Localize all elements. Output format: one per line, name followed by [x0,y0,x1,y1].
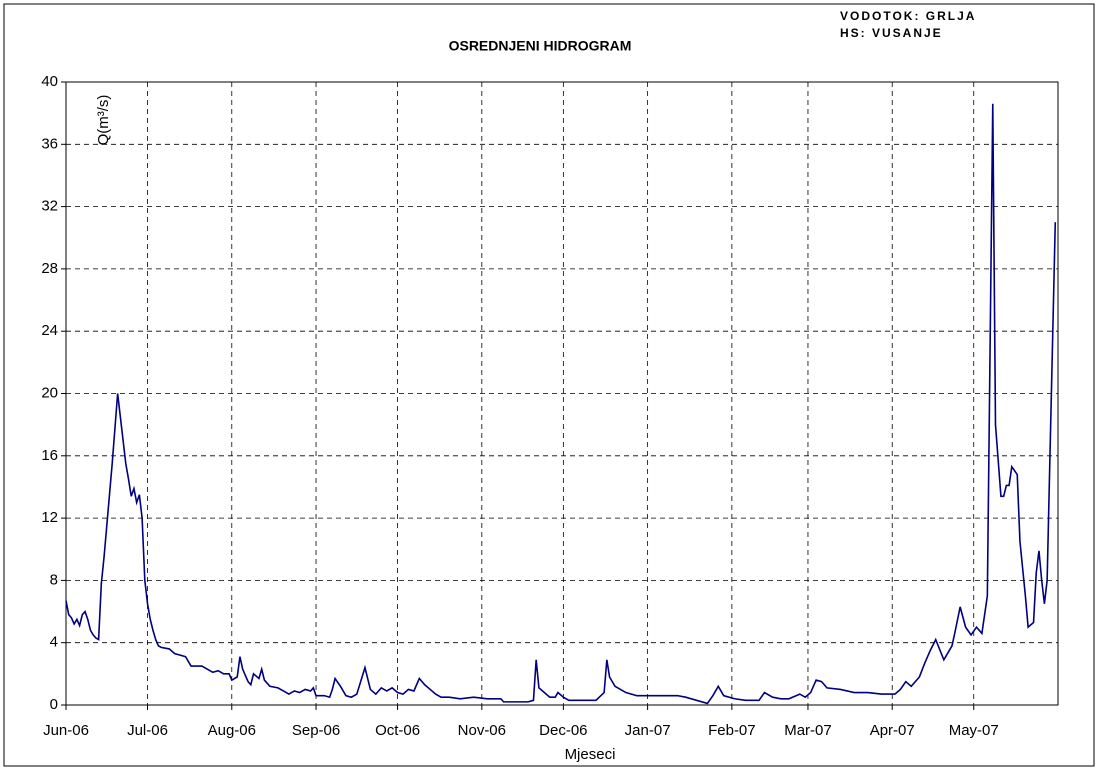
y-tick-label: 12 [41,509,58,526]
chart-title: OSREDNJENI HIDROGRAM [449,38,632,54]
x-tick-label: Dec-06 [539,722,587,739]
x-tick-label: Aug-06 [208,722,256,739]
y-tick-label: 32 [41,198,58,215]
x-tick-label: May-07 [949,722,999,739]
y-tick-label: 8 [50,571,58,588]
y-tick-label: 40 [41,73,58,90]
y-tick-label: 4 [50,634,58,651]
x-tick-label: Jan-07 [625,722,671,739]
x-tick-label: Feb-07 [708,722,756,739]
x-tick-label: Sep-06 [292,722,340,739]
x-tick-label: Oct-06 [375,722,420,739]
y-tick-label: 20 [41,384,58,401]
x-tick-label: Jul-06 [127,722,168,739]
y-tick-label: 36 [41,135,58,152]
y-tick-label: 16 [41,447,58,464]
annotation: HS: VUSANJE [840,26,943,40]
data-line [65,103,1057,705]
annotation: VODOTOK: GRLJA [840,9,976,23]
y-axis-label: Q(m³/s) [95,95,112,146]
y-tick-label: 0 [50,696,58,713]
x-tick-label: Nov-06 [458,722,506,739]
y-tick-label: 24 [41,322,58,339]
x-axis-label: Mjeseci [565,746,616,763]
x-tick-label: Apr-07 [870,722,915,739]
x-tick-label: Mar-07 [784,722,832,739]
y-tick-label: 28 [41,260,58,277]
x-tick-label: Jun-06 [43,722,89,739]
